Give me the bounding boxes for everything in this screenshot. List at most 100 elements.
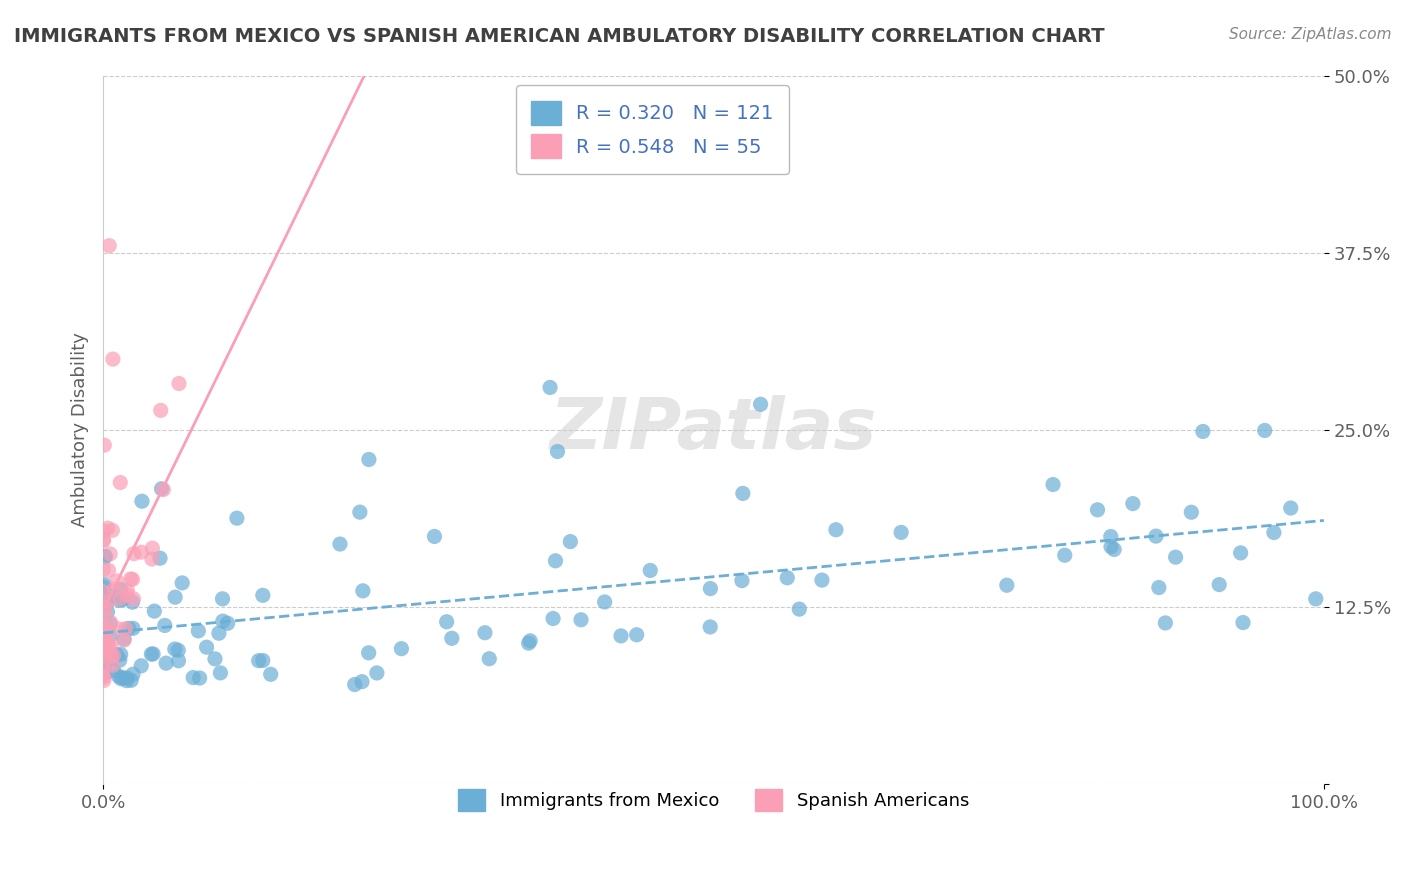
Immigrants from Mexico <box>569 613 592 627</box>
Immigrants from Mexico <box>440 632 463 646</box>
Spanish Americans <box>91 648 114 663</box>
Immigrants from Mexico <box>1305 591 1327 606</box>
Immigrants from Mexico <box>94 549 117 564</box>
Text: Source: ZipAtlas.com: Source: ZipAtlas.com <box>1229 27 1392 42</box>
Immigrants from Mexico <box>163 642 186 657</box>
Immigrants from Mexico <box>1102 542 1125 557</box>
Immigrants from Mexico <box>731 486 754 500</box>
Immigrants from Mexico <box>167 643 190 657</box>
Immigrants from Mexico <box>91 657 114 671</box>
Immigrants from Mexico <box>890 525 912 540</box>
Immigrants from Mexico <box>610 629 633 643</box>
Immigrants from Mexico <box>165 591 187 605</box>
Immigrants from Mexico <box>100 590 122 604</box>
Spanish Americans <box>94 607 117 621</box>
Immigrants from Mexico <box>120 673 142 688</box>
Spanish Americans <box>91 533 114 548</box>
Spanish Americans <box>93 646 115 660</box>
Spanish Americans <box>114 622 136 636</box>
Immigrants from Mexico <box>811 573 834 587</box>
Immigrants from Mexico <box>247 654 270 668</box>
Spanish Americans <box>93 599 115 614</box>
Immigrants from Mexico <box>350 674 373 689</box>
Immigrants from Mexico <box>103 664 125 678</box>
Spanish Americans <box>93 585 115 599</box>
Immigrants from Mexico <box>111 592 134 607</box>
Spanish Americans <box>96 634 118 648</box>
Spanish Americans <box>117 583 139 598</box>
Immigrants from Mexico <box>98 628 121 642</box>
Spanish Americans <box>103 582 125 597</box>
Spanish Americans <box>107 622 129 636</box>
Y-axis label: Ambulatory Disability: Ambulatory Disability <box>72 333 89 527</box>
Immigrants from Mexico <box>122 667 145 681</box>
Immigrants from Mexico <box>141 647 163 661</box>
Immigrants from Mexico <box>1144 529 1167 543</box>
Immigrants from Mexico <box>357 452 380 467</box>
Immigrants from Mexico <box>593 595 616 609</box>
Immigrants from Mexico <box>352 583 374 598</box>
Immigrants from Mexico <box>115 671 138 685</box>
Spanish Americans <box>122 591 145 606</box>
Immigrants from Mexico <box>995 578 1018 592</box>
Text: ZIPatlas: ZIPatlas <box>550 395 877 465</box>
Immigrants from Mexico <box>97 647 120 661</box>
Immigrants from Mexico <box>517 636 540 650</box>
Immigrants from Mexico <box>107 669 129 683</box>
Spanish Americans <box>149 403 172 417</box>
Immigrants from Mexico <box>1208 577 1230 591</box>
Immigrants from Mexico <box>172 575 194 590</box>
Spanish Americans <box>97 563 120 577</box>
Spanish Americans <box>93 438 115 452</box>
Immigrants from Mexico <box>1180 505 1202 519</box>
Immigrants from Mexico <box>131 494 153 508</box>
Immigrants from Mexico <box>1192 425 1215 439</box>
Spanish Americans <box>152 483 174 497</box>
Spanish Americans <box>105 574 128 588</box>
Spanish Americans <box>122 547 145 561</box>
Immigrants from Mexico <box>474 625 496 640</box>
Immigrants from Mexico <box>343 677 366 691</box>
Immigrants from Mexico <box>129 658 152 673</box>
Immigrants from Mexico <box>195 640 218 655</box>
Spanish Americans <box>98 238 121 252</box>
Immigrants from Mexico <box>1232 615 1254 630</box>
Immigrants from Mexico <box>110 582 132 597</box>
Spanish Americans <box>93 562 115 576</box>
Immigrants from Mexico <box>98 652 121 666</box>
Immigrants from Mexico <box>111 671 134 685</box>
Immigrants from Mexico <box>699 620 721 634</box>
Immigrants from Mexico <box>143 604 166 618</box>
Immigrants from Mexico <box>142 647 165 661</box>
Immigrants from Mexico <box>208 626 231 640</box>
Immigrants from Mexico <box>1042 477 1064 491</box>
Spanish Americans <box>110 591 132 606</box>
Immigrants from Mexico <box>423 529 446 543</box>
Immigrants from Mexico <box>94 549 117 564</box>
Spanish Americans <box>93 661 115 675</box>
Immigrants from Mexico <box>100 589 122 603</box>
Immigrants from Mexico <box>118 621 141 635</box>
Immigrants from Mexico <box>181 671 204 685</box>
Immigrants from Mexico <box>1254 424 1277 438</box>
Immigrants from Mexico <box>699 582 721 596</box>
Spanish Americans <box>121 573 143 587</box>
Immigrants from Mexico <box>155 656 177 670</box>
Immigrants from Mexico <box>91 666 114 681</box>
Immigrants from Mexico <box>1229 546 1251 560</box>
Spanish Americans <box>100 638 122 652</box>
Immigrants from Mexico <box>98 617 121 632</box>
Immigrants from Mexico <box>252 588 274 602</box>
Immigrants from Mexico <box>108 653 131 667</box>
Immigrants from Mexico <box>1099 540 1122 554</box>
Spanish Americans <box>141 552 163 566</box>
Spanish Americans <box>101 352 124 367</box>
Spanish Americans <box>141 541 163 556</box>
Immigrants from Mexico <box>349 505 371 519</box>
Immigrants from Mexico <box>1147 581 1170 595</box>
Spanish Americans <box>101 658 124 673</box>
Immigrants from Mexico <box>1099 529 1122 543</box>
Immigrants from Mexico <box>94 598 117 612</box>
Immigrants from Mexico <box>329 537 352 551</box>
Legend: Immigrants from Mexico, Spanish Americans: Immigrants from Mexico, Spanish American… <box>444 774 983 825</box>
